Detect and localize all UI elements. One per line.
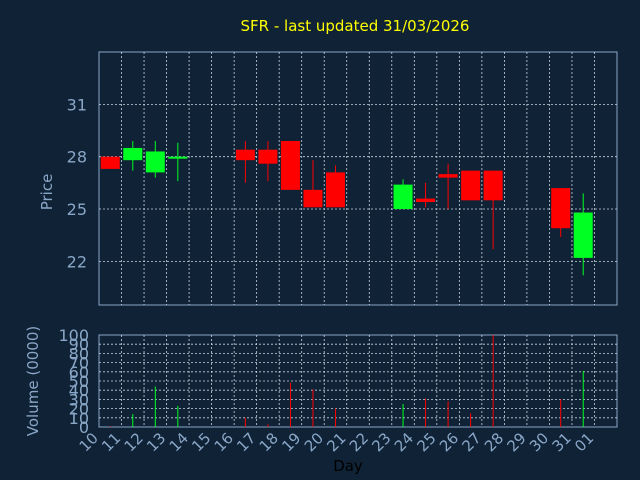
x-axis-label: Day <box>333 457 363 475</box>
candle-body <box>258 149 278 164</box>
volume-y-tick-label: 0 <box>79 418 89 437</box>
price-grid <box>99 52 617 305</box>
candle-body <box>235 149 255 161</box>
volume-y-tick-label: 40 <box>69 381 89 400</box>
candle-body <box>145 151 165 173</box>
candle-body <box>393 184 413 210</box>
price-y-tick-label: 25 <box>67 200 87 219</box>
volume-y-tick-label: 100 <box>58 326 89 345</box>
volume-y-tick-label: 20 <box>69 400 89 419</box>
volume-y-tick-label: 90 <box>69 335 89 354</box>
candle-body <box>483 170 503 201</box>
price-y-tick-label: 31 <box>67 95 87 114</box>
candle-body <box>573 212 593 258</box>
day-x-tick-labels: 1011121314151617181920212223242526272829… <box>76 429 598 455</box>
volume-axis-label: Volume (0000) <box>24 326 42 436</box>
price-y-tick-labels: 22 25 28 31 <box>67 95 87 271</box>
candle-body <box>438 174 458 178</box>
volume-y-tick-label: 60 <box>69 363 89 382</box>
volume-bars <box>109 335 584 427</box>
candle-body <box>416 198 436 203</box>
candle-body <box>303 189 323 208</box>
price-panel: 22 25 28 31 Price <box>38 51 618 306</box>
chart-title: SFR - last updated 31/03/2026 <box>241 17 470 35</box>
volume-grid <box>99 335 617 427</box>
candle-body <box>280 140 300 190</box>
volume-y-tick-label: 80 <box>69 344 89 363</box>
candle-body <box>461 170 481 201</box>
price-y-tick-label: 22 <box>67 252 87 271</box>
candle-body <box>168 156 188 159</box>
candle-body <box>100 156 120 169</box>
candle-body <box>325 172 345 208</box>
volume-y-tick-label: 30 <box>69 390 89 409</box>
price-plot-frame <box>98 51 618 306</box>
price-y-tick-label: 28 <box>67 148 87 167</box>
volume-y-tick-label: 50 <box>69 372 89 391</box>
volume-y-tick-label: 70 <box>69 354 89 373</box>
candle-body <box>551 188 571 229</box>
day-x-tick-label: 01 <box>571 429 597 455</box>
volume-y-tick-label: 10 <box>69 409 89 428</box>
candles <box>100 140 593 276</box>
price-axis-label: Price <box>38 174 56 211</box>
candle-body <box>123 147 143 161</box>
